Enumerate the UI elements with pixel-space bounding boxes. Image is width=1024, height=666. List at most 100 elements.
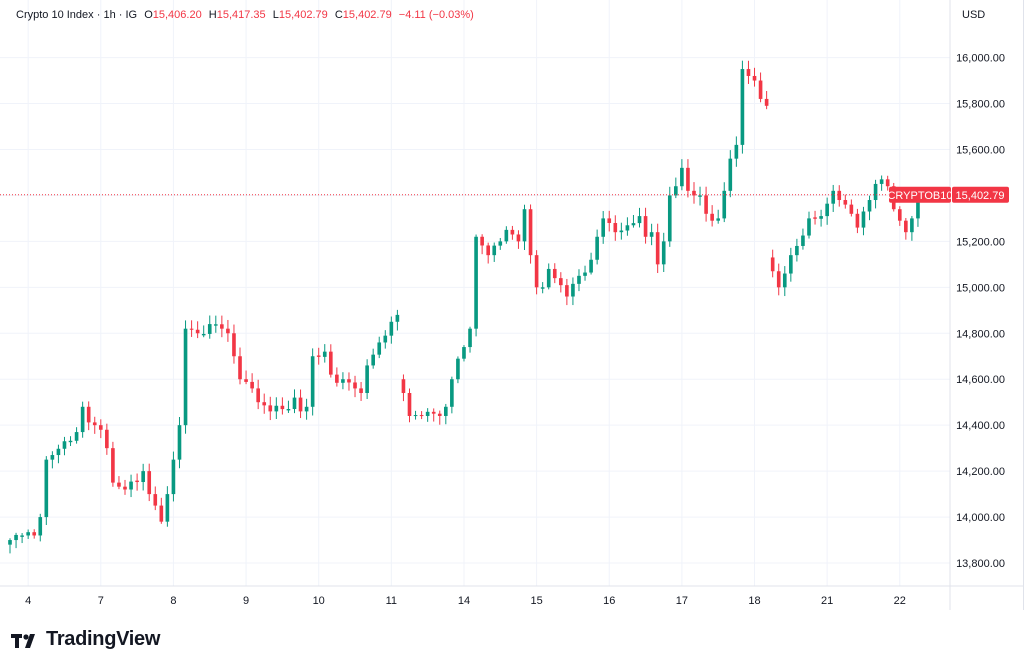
- candle-body: [207, 324, 212, 334]
- candle-body: [674, 186, 678, 196]
- candle-body: [74, 432, 79, 441]
- candle-body: [540, 287, 545, 289]
- candle-body: [123, 486, 127, 490]
- candle-body: [395, 314, 400, 322]
- candle-layer: [8, 60, 920, 554]
- candle-body: [68, 440, 73, 443]
- candle-body: [534, 255, 539, 288]
- chart-frame[interactable]: 13,800.00 14,000.00 14,200.00 14,400.00 14,6…: [0, 0, 1024, 610]
- candle-body: [837, 190, 842, 201]
- candle-body: [607, 218, 612, 223]
- candle-body: [916, 194, 920, 219]
- candle-body: [819, 216, 823, 219]
- candle-body: [801, 235, 805, 246]
- candle-body: [195, 329, 200, 334]
- candle-body: [407, 393, 412, 416]
- high-value: 15,417.35: [216, 9, 266, 21]
- candle-body: [413, 415, 418, 417]
- candle-body: [601, 218, 606, 237]
- x-tick-label: 18: [748, 595, 760, 607]
- candle-body: [758, 80, 763, 99]
- candle-body: [177, 425, 182, 460]
- candle-body: [613, 222, 618, 233]
- candle-body: [734, 144, 739, 159]
- candle-body: [625, 225, 630, 231]
- symbol-legend[interactable]: Crypto 10 Index · 1h · IG O15,406.20 H15…: [16, 9, 474, 21]
- candle-body: [92, 422, 97, 426]
- tradingview-logo-icon: [11, 633, 35, 648]
- candle-body: [335, 374, 339, 383]
- candle-body: [328, 351, 333, 375]
- y-tick-label: 15,000.00: [956, 282, 1005, 294]
- candle-body: [504, 229, 509, 242]
- x-tick-label: 16: [603, 595, 615, 607]
- candle-body: [571, 283, 575, 297]
- candle-body: [552, 268, 557, 279]
- candle-body: [746, 69, 751, 76]
- candle-body: [704, 195, 708, 214]
- currency-label[interactable]: USD: [962, 9, 986, 21]
- candle-body: [589, 259, 593, 273]
- candle-body: [879, 179, 884, 184]
- x-tick-label: 15: [530, 595, 542, 607]
- open-key: O: [144, 9, 153, 21]
- candle-body: [183, 328, 188, 426]
- y-tick-label: 14,200.00: [956, 466, 1005, 478]
- candle-body: [692, 190, 696, 196]
- source-label: IG: [125, 9, 138, 21]
- candle-body: [492, 245, 497, 256]
- candle-body: [189, 328, 194, 330]
- candle-body: [310, 356, 315, 407]
- candle-body: [522, 209, 527, 242]
- candle-body: [268, 405, 273, 412]
- candlestick-chart[interactable]: 13,800.00 14,000.00 14,200.00 14,400.00 14,6…: [0, 0, 1024, 610]
- candle-body: [62, 441, 67, 449]
- candle-body: [359, 388, 363, 394]
- candle-body: [129, 481, 133, 490]
- candle-body: [226, 328, 230, 334]
- candle-body: [456, 358, 460, 380]
- candle-body: [238, 356, 242, 380]
- candle-body: [904, 220, 908, 233]
- candle-body: [450, 379, 454, 407]
- candle-body: [462, 347, 466, 359]
- candle-body: [474, 236, 478, 329]
- candle-body: [159, 505, 164, 522]
- open-value: 15,406.20: [152, 9, 202, 21]
- candle-body: [565, 285, 569, 297]
- brand-footer[interactable]: TradingView: [10, 628, 160, 651]
- candle-body: [377, 342, 382, 355]
- candle-body: [910, 218, 914, 233]
- candle-body: [20, 535, 24, 537]
- x-tick-label: 9: [243, 595, 249, 607]
- x-tick-label: 22: [894, 595, 906, 607]
- y-tick-label: 15,600.00: [956, 144, 1005, 156]
- candle-body: [667, 195, 672, 242]
- candle-body: [56, 448, 61, 456]
- x-tick-label: 4: [25, 595, 31, 607]
- candle-body: [486, 245, 491, 256]
- candle-body: [789, 255, 793, 274]
- change-value: −4.11 (−0.03%): [398, 9, 474, 21]
- candle-body: [256, 388, 260, 403]
- low-key: L: [272, 9, 279, 21]
- y-tick-label: 14,600.00: [956, 374, 1005, 386]
- y-tick-label: 15,800.00: [956, 99, 1005, 111]
- candle-body: [831, 190, 836, 204]
- candle-body: [849, 204, 854, 214]
- x-tick-label: 17: [676, 595, 688, 607]
- candle-body: [631, 223, 636, 226]
- candle-body: [201, 333, 206, 336]
- candle-body: [135, 480, 139, 483]
- candle-body: [437, 413, 442, 416]
- candle-body: [153, 494, 158, 506]
- candle-body: [250, 381, 254, 389]
- candle-body: [468, 328, 472, 348]
- candle-body: [8, 540, 12, 545]
- grid-layer: [0, 0, 950, 586]
- candle-body: [680, 167, 684, 187]
- candle-body: [559, 278, 563, 286]
- candle-body: [661, 241, 666, 265]
- candle-body: [262, 402, 267, 406]
- candle-body: [244, 379, 248, 382]
